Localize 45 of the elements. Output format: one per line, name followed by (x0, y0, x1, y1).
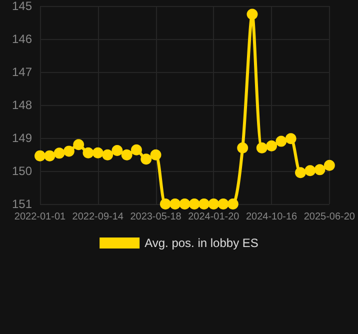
y-tick-label: 151 (12, 197, 32, 211)
y-tick-label: 150 (12, 164, 32, 178)
point (285, 133, 296, 144)
point (54, 148, 65, 159)
point (188, 198, 200, 210)
x-tick-label: 2024-01-20 (188, 212, 240, 222)
x-tick-label: 2022-01-01 (14, 212, 66, 222)
y-tick-label: 149 (12, 131, 32, 145)
point (121, 149, 132, 160)
point (160, 198, 171, 210)
point (227, 198, 238, 210)
point (324, 160, 335, 171)
point (140, 154, 152, 165)
point (44, 150, 56, 162)
point (314, 164, 326, 176)
y-tick-label: 148 (12, 98, 32, 112)
point (179, 198, 190, 210)
point (256, 142, 268, 154)
y-tick-label: 147 (12, 65, 32, 79)
point (304, 165, 316, 176)
point (34, 150, 46, 162)
legend-label: Avg. pos. in lobby ES (144, 236, 258, 250)
point (92, 147, 104, 158)
x-tick-label: 2025-06-20 (304, 212, 356, 222)
point (237, 142, 248, 154)
y-tick-label: 145 (12, 0, 32, 13)
point (170, 198, 181, 210)
point (102, 149, 114, 160)
point (208, 198, 220, 210)
point (130, 144, 142, 156)
point (150, 149, 162, 160)
point (82, 147, 94, 158)
point (266, 140, 278, 152)
y-tick-label: 146 (12, 32, 32, 46)
point (218, 198, 229, 210)
point (246, 8, 258, 20)
point (63, 146, 74, 157)
point (73, 139, 84, 150)
point (276, 136, 287, 147)
x-tick-label: 2023-05-18 (130, 212, 182, 222)
point (294, 167, 306, 178)
point (112, 145, 123, 156)
point (198, 198, 210, 210)
x-tick-label: 2022-09-14 (72, 212, 124, 222)
x-tick-label: 2024-10-16 (246, 212, 298, 222)
